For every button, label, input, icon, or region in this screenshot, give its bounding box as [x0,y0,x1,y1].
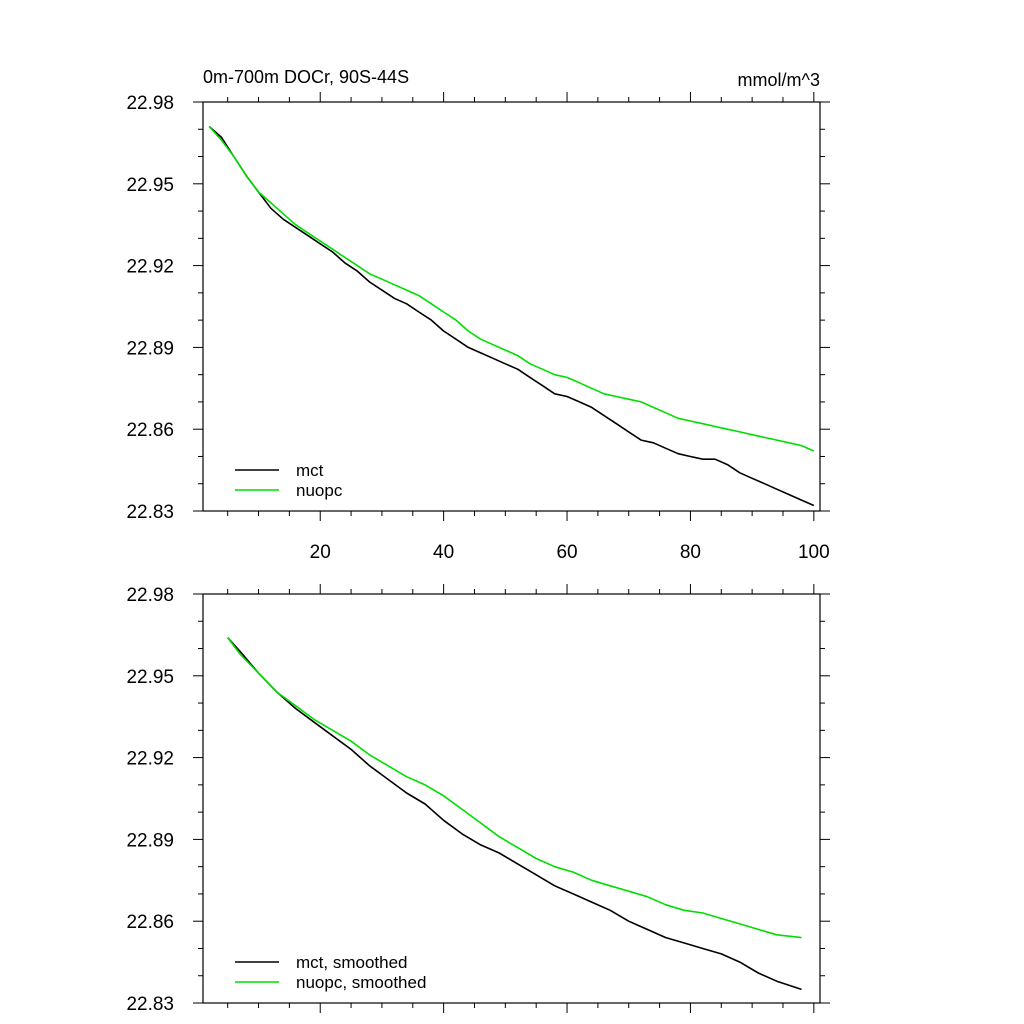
chart-1-y-tick-label: 22.98 [126,585,174,606]
chart-0-y-tick-label: 22.98 [126,93,174,114]
chart-0-y-tick-label: 22.92 [126,257,174,278]
chart-1-plot-frame [202,593,821,1004]
chart-0-x-tick-label: 60 [556,542,577,563]
chart-0-x-tick-label: 100 [798,542,830,563]
chart-0-y-tick-label: 22.86 [126,420,174,441]
chart-0-y-tick-label: 22.83 [126,502,174,523]
chart-0-x-tick-label: 20 [310,542,331,563]
chart-1-y-tick-label: 22.89 [126,830,174,851]
chart-0-legend-label: mct [296,461,324,480]
chart-0-plot-frame [202,101,821,512]
chart-1-legend-label: mct, smoothed [296,953,408,972]
chart-1-series-line-0 [227,637,802,991]
chart-1-y-tick-label: 22.86 [126,912,174,933]
chart-0-x-tick-label: 80 [680,542,701,563]
chart-0-series-line-0 [208,125,815,507]
chart-0-series-line-1 [208,125,815,452]
chart-title: 0m-700m DOCr, 90S-44S [203,67,409,87]
bottom-line-chart: 22.83 22.86 22.89 22.92 22.95 22.98 mct, smoot… [126,584,830,1015]
chart-0-legend-label: nuopc [296,481,343,500]
chart-1-y-tick-label: 22.83 [126,994,174,1015]
chart-1-y-tick-label: 22.95 [126,667,174,688]
chart-0-y-tick-label: 22.95 [126,175,174,196]
chart-1-legend-label: nuopc, smoothed [296,973,426,992]
chart-1-series-line-1 [227,637,802,939]
chart-1-y-tick-label: 22.92 [126,749,174,770]
top-line-chart: 20 40 60 80 100 22.83 22.86 22.89 22.92 22.95 22.9… [126,92,830,563]
chart-0-x-tick-label: 40 [433,542,454,563]
chart-0-y-tick-label: 22.89 [126,338,174,359]
units-label: mmol/m^3 [738,70,820,90]
